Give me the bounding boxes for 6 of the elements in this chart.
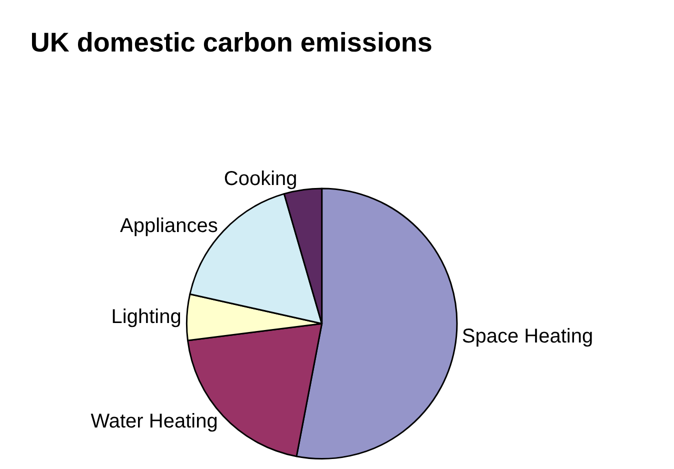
- slice-label: Lighting: [111, 306, 182, 328]
- slice-label: Water Heating: [90, 410, 218, 432]
- slice-label: Appliances: [120, 214, 218, 237]
- slice-label: Space Heating: [462, 325, 594, 348]
- slice-label: Cooking: [224, 168, 298, 190]
- chart-title: UK domestic carbon emissions: [30, 28, 432, 58]
